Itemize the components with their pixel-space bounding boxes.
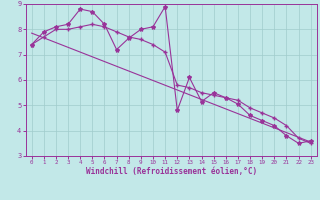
X-axis label: Windchill (Refroidissement éolien,°C): Windchill (Refroidissement éolien,°C) [86,167,257,176]
